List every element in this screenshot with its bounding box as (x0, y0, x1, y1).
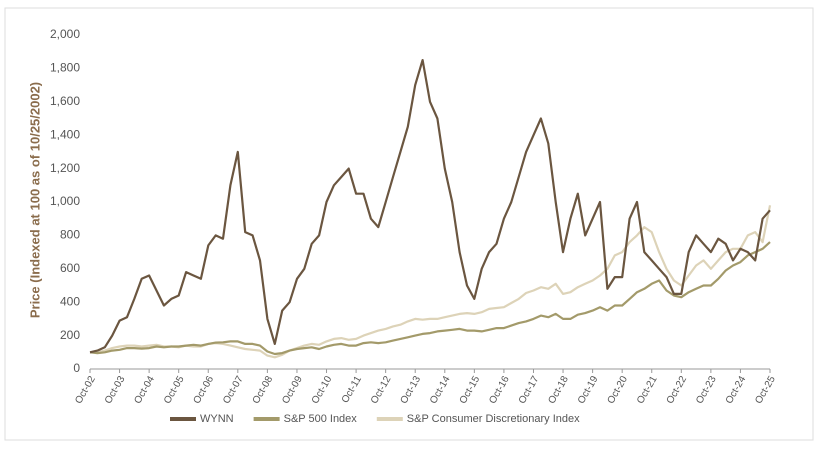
frame (4, 7, 814, 441)
x-tick-label: Oct-11 (340, 374, 364, 405)
x-tick-label: Oct-06 (192, 374, 217, 406)
x-tick-label: Oct-23 (694, 374, 719, 406)
y-tick-label: 800 (60, 228, 80, 242)
series-line (89, 59, 771, 354)
x-tick-label: Oct-17 (517, 374, 542, 406)
y-tick-label: 2,000 (50, 27, 80, 41)
x-tick-label: Oct-16 (487, 374, 512, 406)
legend-label: S&P Consumer Discretionary Index (407, 413, 580, 425)
y-tick-label: 1,800 (50, 61, 80, 75)
x-tick-label: Oct-18 (546, 374, 571, 406)
x-tick-label: Oct-22 (665, 374, 690, 406)
y-tick-label: 200 (60, 328, 80, 342)
y-tick-label: 1,400 (50, 127, 80, 141)
x-tick-label: Oct-10 (310, 374, 335, 406)
x-tick-label: Oct-20 (606, 374, 631, 406)
y-tick-label: 1,200 (50, 161, 80, 175)
x-tick-label: Oct-12 (369, 374, 394, 406)
x-tick-label: Oct-14 (428, 374, 453, 406)
legend-label: WYNN (200, 413, 234, 425)
x-tick-label: Oct-02 (73, 374, 98, 406)
x-tick-label: Oct-05 (162, 374, 187, 406)
legend-label: S&P 500 Index (284, 413, 358, 425)
x-tick-label: Oct-13 (399, 374, 424, 406)
x-tick-label: Oct-25 (753, 374, 778, 406)
x-tick-label: Oct-09 (280, 374, 305, 406)
y-tick-label: 600 (60, 261, 80, 275)
y-tick-label: 0 (73, 361, 80, 375)
x-tick-label: Oct-15 (458, 374, 483, 406)
x-tick-label: Oct-04 (132, 374, 157, 406)
x-tick-label: Oct-24 (724, 374, 749, 406)
x-tick-label: Oct-07 (221, 374, 246, 406)
x-tick-label: Oct-21 (635, 374, 660, 406)
series-line (89, 241, 771, 356)
y-tick-label: 400 (60, 294, 80, 308)
y-tick-label: 1,000 (50, 194, 80, 208)
y-tick-label: 1,600 (50, 94, 80, 108)
x-tick-label: Oct-19 (576, 374, 601, 406)
x-tick-label: Oct-08 (251, 374, 276, 406)
x-tick-label: Oct-03 (103, 374, 128, 406)
y-axis-label: Price (Indexed at 100 as of 10/25/2002) (27, 82, 42, 318)
